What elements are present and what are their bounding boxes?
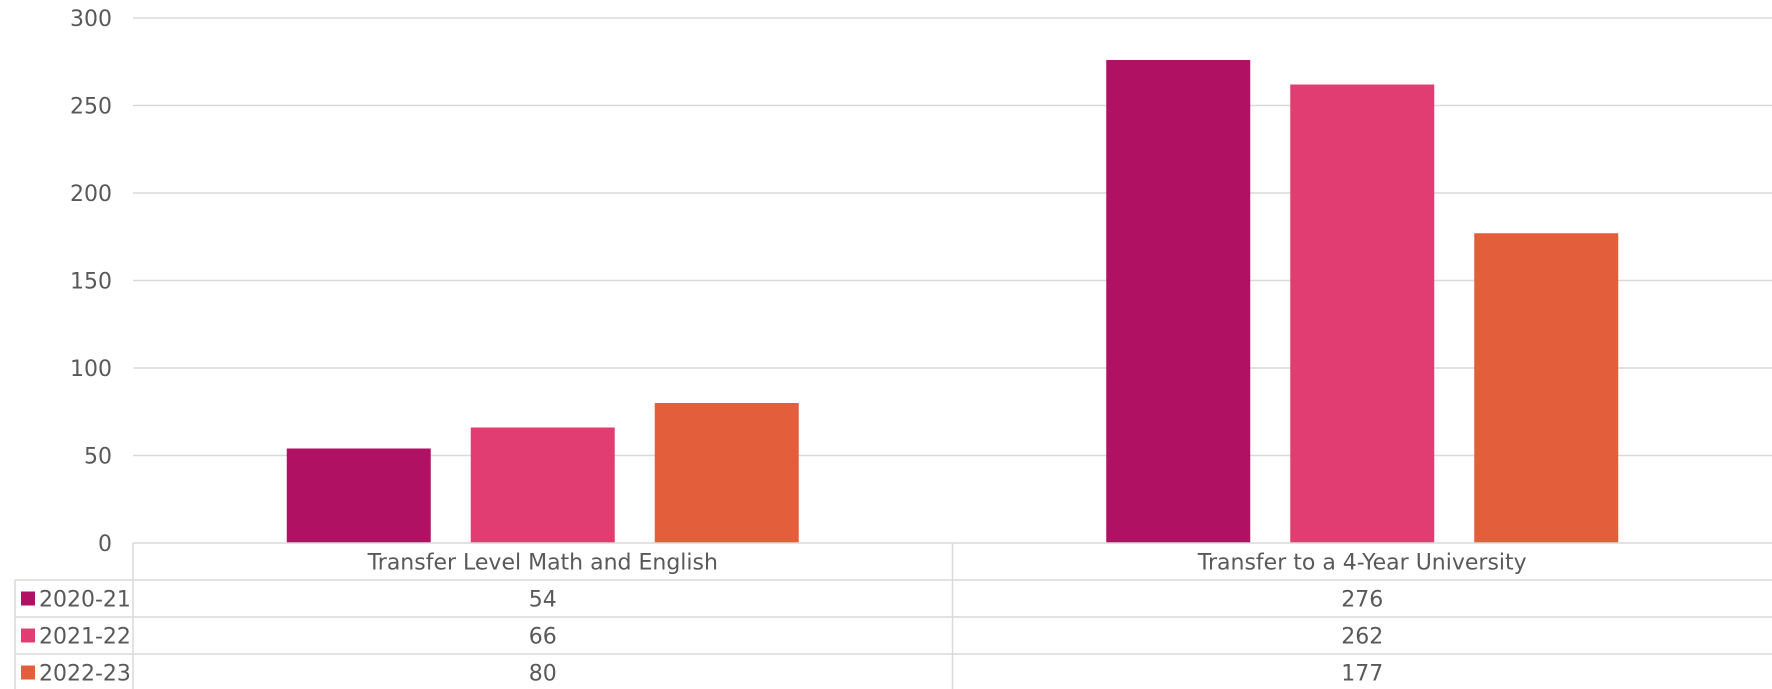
y-tick-label: 150	[70, 270, 112, 295]
data-value: 262	[1341, 625, 1383, 650]
y-tick-label: 250	[70, 95, 112, 120]
y-tick-label: 0	[98, 532, 112, 557]
bar	[654, 403, 799, 543]
bar	[1290, 84, 1435, 543]
y-tick-label: 50	[84, 445, 112, 470]
legend-swatch	[21, 665, 35, 680]
legend-label: 2021-22	[39, 625, 131, 650]
bars	[286, 60, 1619, 543]
legend-swatch	[21, 628, 35, 643]
category-label: Transfer Level Math and English	[367, 551, 718, 576]
data-value: 66	[529, 625, 557, 650]
data-value: 177	[1341, 662, 1383, 687]
data-value: 80	[529, 662, 557, 687]
data-value: 54	[529, 588, 557, 613]
bar	[470, 427, 615, 543]
y-tick-label: 300	[70, 7, 112, 32]
legend-label: 2020-21	[39, 588, 131, 613]
bar	[1106, 60, 1251, 543]
bar	[286, 448, 431, 543]
bar	[1474, 233, 1619, 543]
y-tick-label: 100	[70, 357, 112, 382]
data-value: 276	[1341, 588, 1383, 613]
y-tick-label: 200	[70, 182, 112, 207]
legend-label: 2022-23	[39, 662, 131, 687]
legend-swatch	[21, 591, 35, 606]
y-axis-tick-labels: 0 50 100 150 200 250 300	[70, 7, 112, 557]
data-table: Transfer Level Math and English Transfer …	[14, 542, 1772, 689]
category-label: Transfer to a 4-Year University	[1197, 551, 1527, 576]
